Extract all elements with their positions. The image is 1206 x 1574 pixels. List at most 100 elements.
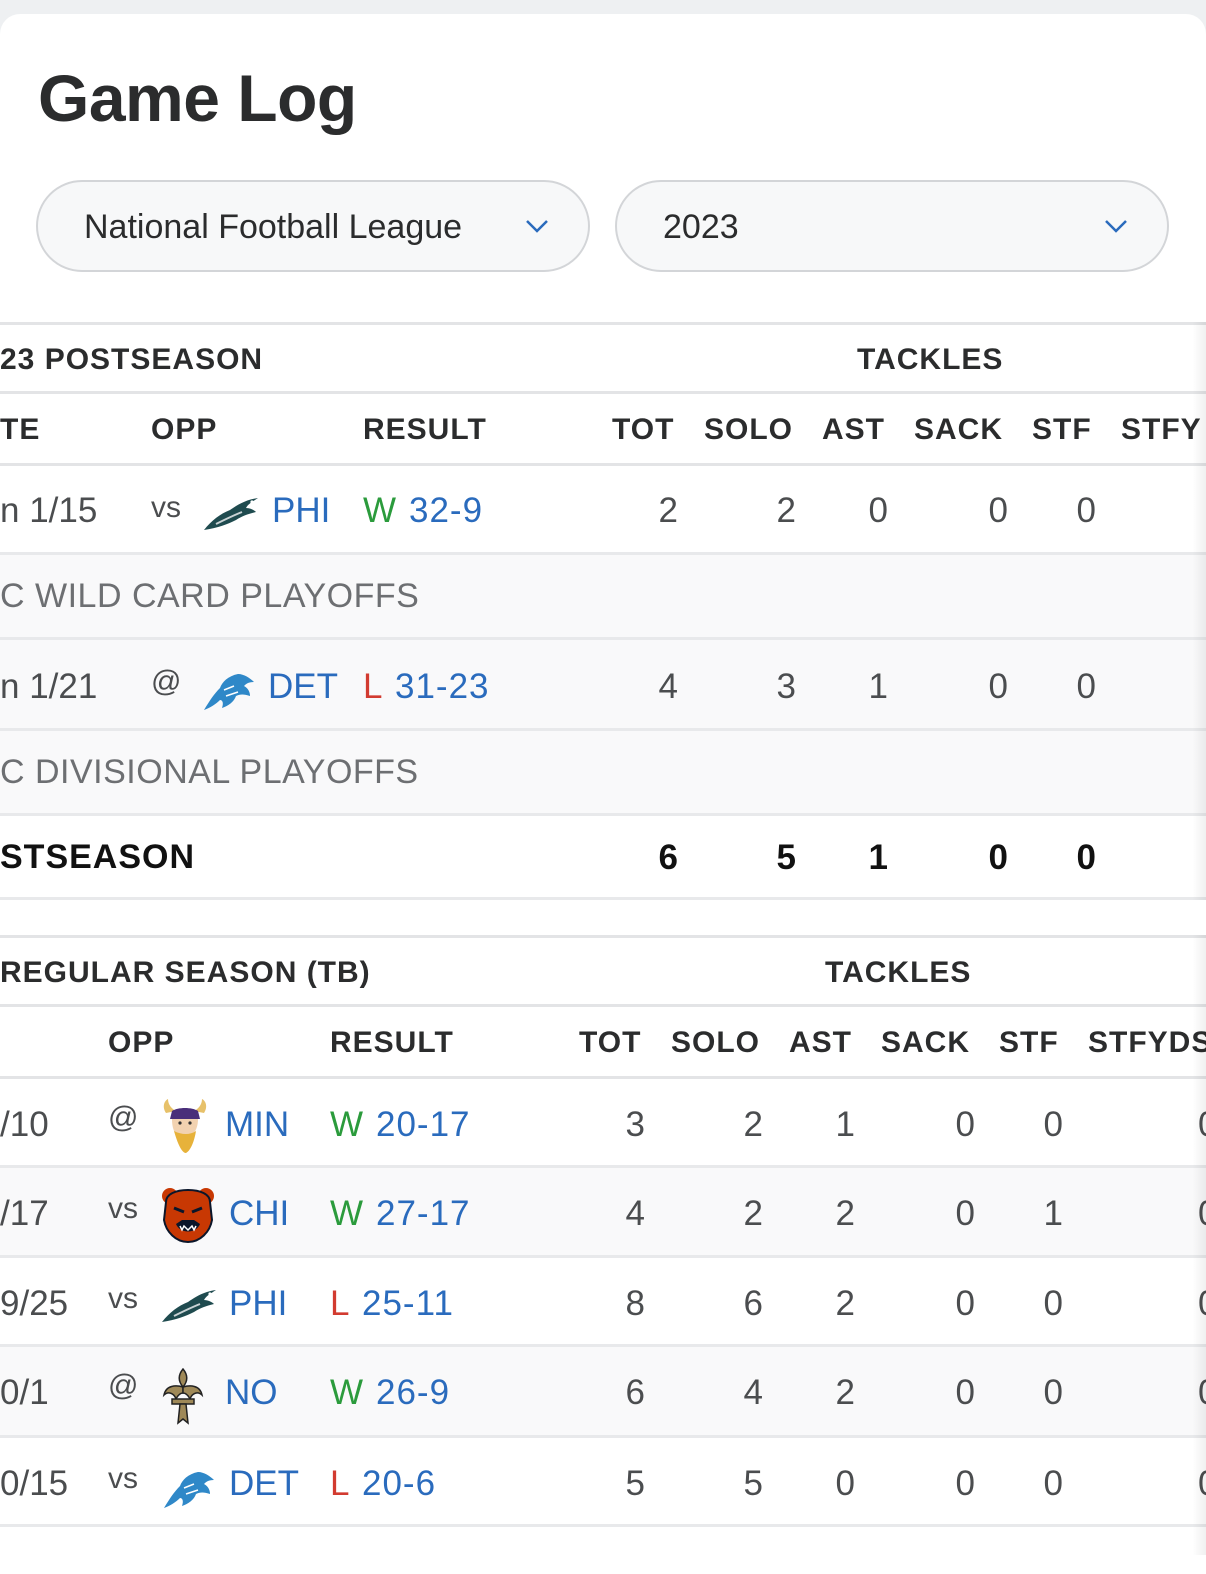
regular-season-header: REGULAR SEASON (TB) TACKLES (0, 935, 1206, 1007)
col-stf[interactable]: STF (999, 1026, 1059, 1059)
col-ast[interactable]: AST (822, 413, 885, 446)
stat-ast: 1 (868, 667, 888, 706)
col-solo[interactable]: SOLO (704, 413, 794, 446)
stat-solo: 6 (743, 1284, 763, 1323)
game-date: 0/15 (0, 1464, 69, 1503)
stat-tot: 4 (625, 1194, 645, 1233)
home-away: vs (108, 1192, 138, 1225)
col-sack[interactable]: SACK (914, 413, 1004, 446)
stat-ast: 0 (835, 1464, 855, 1503)
result-score-link[interactable]: 31-23 (395, 667, 490, 706)
league-dropdown-value: National Football League (84, 208, 463, 246)
col-solo[interactable]: SOLO (671, 1026, 761, 1059)
page-title: Game Log (38, 61, 357, 135)
result-score-link[interactable]: 32-9 (409, 491, 484, 530)
league-dropdown[interactable]: National Football League (36, 180, 590, 272)
scroll-shadow (1192, 322, 1206, 900)
stat-sack: 0 (988, 491, 1008, 530)
stat-sack: 0 (988, 667, 1008, 706)
home-away: @ (108, 1369, 139, 1402)
opponent-link[interactable]: DET (229, 1464, 299, 1503)
season-dropdown[interactable]: 2023 (615, 180, 1169, 272)
stat-tot: 8 (625, 1284, 645, 1323)
saints-logo-icon (162, 1367, 204, 1425)
game-log-card: Game Log National Football League 2023 2… (0, 14, 1206, 1574)
opponent-link[interactable]: DET (268, 667, 338, 706)
result-score-link[interactable]: 20-17 (376, 1105, 471, 1144)
total-label: STSEASON (0, 838, 196, 876)
total-stf: 0 (1076, 838, 1096, 877)
home-away: vs (108, 1462, 138, 1495)
result-score-link[interactable]: 26-9 (376, 1373, 451, 1412)
regular-column-header: OPP RESULT TOT SOLO AST SACK STF STFYDS (0, 1007, 1206, 1079)
result-wl: W (363, 491, 397, 530)
home-away: @ (151, 665, 182, 698)
stat-sack: 0 (955, 1194, 975, 1233)
table-row: n 1/21 @ DET L 31-23 4 3 1 0 0 (0, 640, 1206, 731)
vikings-logo-icon (163, 1099, 207, 1153)
result-score-link[interactable]: 20-6 (362, 1464, 437, 1503)
stat-ast: 2 (835, 1284, 855, 1323)
postseason-total-row: STSEASON 6 5 1 0 0 (0, 816, 1206, 900)
stat-solo: 2 (743, 1194, 763, 1233)
game-date: 0/1 (0, 1373, 49, 1412)
opponent-link[interactable]: MIN (225, 1105, 290, 1144)
result-wl: W (330, 1194, 364, 1233)
table-row: 0/15 vs DET L 20-6 5 5 0 0 0 0 (0, 1438, 1206, 1527)
game-date: n 1/15 (0, 491, 98, 530)
col-result[interactable]: RESULT (330, 1026, 454, 1059)
table-row: 0/1 @ NO W 26-9 6 4 2 0 0 0 (0, 1347, 1206, 1438)
total-tot: 6 (658, 838, 678, 877)
tackles-group-label: TACKLES (857, 343, 1004, 376)
col-stfyds[interactable]: STFY (1121, 413, 1202, 446)
col-tot[interactable]: TOT (612, 413, 675, 446)
result-wl: W (330, 1105, 364, 1144)
opponent-link[interactable]: NO (225, 1373, 278, 1412)
col-opp[interactable]: OPP (151, 413, 218, 446)
postseason-column-header: TE OPP RESULT TOT SOLO AST SACK STF STFY (0, 394, 1206, 466)
game-note: C DIVISIONAL PLAYOFFS (0, 753, 419, 791)
stat-tot: 3 (625, 1105, 645, 1144)
stat-tot: 6 (625, 1373, 645, 1412)
stat-ast: 1 (835, 1105, 855, 1144)
result-wl: L (363, 667, 383, 706)
game-note-row: C DIVISIONAL PLAYOFFS (0, 731, 1206, 816)
col-tot[interactable]: TOT (579, 1026, 642, 1059)
stat-tot: 4 (658, 667, 678, 706)
result-wl: L (330, 1464, 350, 1503)
stat-ast: 0 (868, 491, 888, 530)
col-date[interactable]: TE (0, 413, 41, 446)
home-away: vs (108, 1282, 138, 1315)
stat-sack: 0 (955, 1284, 975, 1323)
stat-stf: 0 (1076, 667, 1096, 706)
result-score-link[interactable]: 25-11 (362, 1284, 454, 1323)
stat-solo: 2 (743, 1105, 763, 1144)
scroll-shadow (1192, 935, 1206, 1555)
col-result[interactable]: RESULT (363, 413, 487, 446)
result-score-link[interactable]: 27-17 (376, 1194, 471, 1233)
col-ast[interactable]: AST (789, 1026, 852, 1059)
stat-sack: 0 (955, 1373, 975, 1412)
stat-tot: 5 (625, 1464, 645, 1503)
game-date: /17 (0, 1194, 49, 1233)
col-opp[interactable]: OPP (108, 1026, 175, 1059)
bears-logo-icon (162, 1188, 214, 1244)
table-row: /10 @ MIN W 20-17 3 2 1 0 0 0 (0, 1079, 1206, 1168)
stat-stfyds: 0 (1198, 1194, 1206, 1234)
col-sack[interactable]: SACK (881, 1026, 971, 1059)
total-sack: 0 (988, 838, 1008, 877)
opponent-link[interactable]: PHI (272, 491, 331, 530)
opponent-link[interactable]: PHI (229, 1284, 288, 1323)
stat-solo: 3 (776, 667, 796, 706)
game-note-row: C WILD CARD PLAYOFFS (0, 555, 1206, 640)
postseason-header: 23 POSTSEASON TACKLES (0, 322, 1206, 394)
home-away: @ (108, 1101, 139, 1134)
opponent-link[interactable]: CHI (229, 1194, 290, 1233)
result-wl: L (330, 1284, 350, 1323)
stat-stfyds: 0 (1198, 1373, 1206, 1413)
game-date: /10 (0, 1105, 49, 1144)
stat-stf: 0 (1043, 1373, 1063, 1412)
col-stf[interactable]: STF (1032, 413, 1092, 446)
stat-stf: 0 (1043, 1464, 1063, 1503)
col-stfyds[interactable]: STFYDS (1088, 1026, 1206, 1059)
